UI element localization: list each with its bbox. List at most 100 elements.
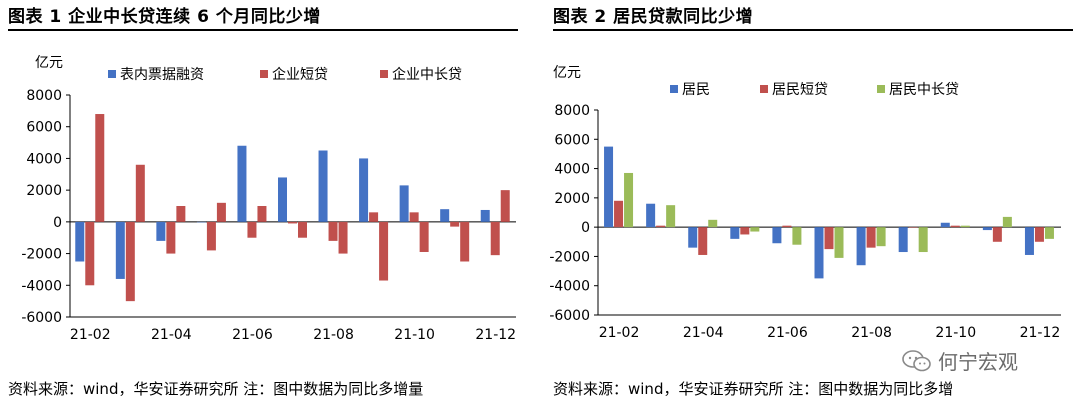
bar-2-21-11 [992,227,1002,242]
bar-1-21-12 [480,209,490,222]
bar-3-21-08 [876,227,886,247]
bar-1-21-11 [440,209,450,222]
chart1-title: 图表 1 企业中长贷连续 6 个月同比少增 [8,7,321,27]
legend-swatch-2 [260,70,268,78]
bar-3-21-12 [500,190,510,222]
bar-3-21-02 [624,172,634,228]
bar-1-21-07 [814,227,824,279]
bar-1-21-04 [688,227,698,248]
wechat-icon [902,349,931,371]
bar-1-21-07 [278,177,287,222]
bar-2-21-04 [698,227,708,255]
y-tick-label: 8000 [554,103,590,119]
bar-2-21-09 [369,212,379,222]
bar-2-21-02 [85,221,95,286]
chart1-source-note: 资料来源：wind，华安证券研究所 注：图中数据为同比多增量 [8,380,424,398]
bar-3-21-05 [750,227,760,232]
watermark: 何宁宏观 [902,346,1018,375]
bar-1-21-06 [237,145,247,222]
legend-label-1: 表内票据融资 [120,67,204,83]
bar-1-21-06 [772,227,782,244]
legend-swatch-1 [670,85,678,93]
bar-2-21-06 [247,221,257,238]
bar-3-21-03 [666,205,676,228]
bar-1-21-09 [359,158,369,222]
bar-1-21-08 [318,150,328,222]
legend-swatch-2 [760,85,768,93]
bar-1-21-10 [399,185,409,222]
bar-3-21-07 [298,221,307,238]
bar-1-21-05 [730,227,740,239]
bar-3-21-03 [135,164,145,222]
y-tick-label: 8000 [26,88,62,104]
bar-1-21-02 [604,146,614,228]
bar-3-21-06 [257,206,267,222]
bar-1-21-09 [898,227,908,253]
x-tick-label: 21-08 [313,327,354,343]
bar-3-21-05 [216,202,226,222]
bar-2-21-12 [1034,227,1044,242]
bar-2-21-03 [656,225,666,228]
legend-label-2: 居民短贷 [772,82,828,98]
chart2-title: 图表 2 居民贷款同比少增 [553,7,754,27]
bar-2-21-02 [614,200,624,228]
bar-1-21-04 [156,221,166,241]
legend-swatch-3 [877,85,885,93]
y-tick-label: 2000 [26,183,62,199]
chart2-title-rule [553,29,1073,31]
x-tick-label: 21-08 [851,325,892,341]
bar-3-21-09 [918,227,928,253]
unit-label: 亿元 [553,65,581,81]
bar-2-21-03 [125,221,135,302]
bar-3-21-10 [960,225,970,228]
x-tick-label: 21-06 [767,325,808,341]
bar-3-21-06 [792,227,802,245]
bar-3-21-11 [460,221,470,262]
x-tick-label: 21-10 [935,325,976,341]
bar-3-21-10 [419,221,429,252]
x-tick-label: 21-04 [151,327,192,343]
legend-label-1: 居民 [682,82,710,98]
bar-2-21-05 [206,221,216,251]
bar-2-21-07 [824,227,834,250]
x-tick-label: 21-04 [683,325,724,341]
y-tick-label: 6000 [554,132,590,148]
bar-2-21-06 [782,225,792,228]
bar-2-21-05 [740,227,750,235]
bar-2-21-10 [950,225,960,228]
bar-2-21-12 [490,221,500,256]
bar-3-21-04 [176,206,186,222]
x-tick-label: 21-02 [599,325,640,341]
bar-2-21-07 [288,221,297,224]
bar-1-21-12 [1024,227,1034,255]
x-tick-label: 21-12 [475,327,516,343]
bar-3-21-12 [1044,227,1054,239]
bar-1-21-11 [982,227,992,231]
chart2-source-note: 资料来源：wind，华安证券研究所 注：图中数据为同比多增 [553,380,954,398]
bar-3-21-02 [95,114,105,222]
legend-label-3: 企业中长贷 [392,66,462,83]
bar-2-21-04 [166,221,176,254]
bar-1-21-02 [75,221,85,262]
bar-2-21-10 [409,212,419,222]
bar-3-21-04 [708,219,718,228]
bar-3-21-07 [834,227,844,258]
bar-2-21-11 [450,221,460,227]
chart2: 8000 6000 4000 2000 0 -2000 -4000 -6000 21-02 21-… [549,65,1061,341]
y-tick-label: 6000 [26,120,62,136]
y-tick-label: 0 [581,220,590,236]
bar-1-21-05 [196,221,206,223]
x-tick-label: 21-02 [70,327,111,343]
y-tick-label: 2000 [554,191,590,207]
y-tick-label: -2000 [21,247,62,263]
bar-1-21-08 [856,227,866,266]
y-tick-label: -4000 [549,279,590,295]
bar-2-21-08 [328,221,338,241]
y-tick-label: 0 [53,215,62,231]
y-tick-label: -6000 [549,308,590,324]
bar-1-21-03 [115,221,125,279]
bar-3-21-08 [338,221,348,254]
x-tick-label: 21-12 [1020,325,1061,341]
x-tick-label: 21-10 [394,327,435,343]
y-tick-label: -6000 [21,310,62,326]
